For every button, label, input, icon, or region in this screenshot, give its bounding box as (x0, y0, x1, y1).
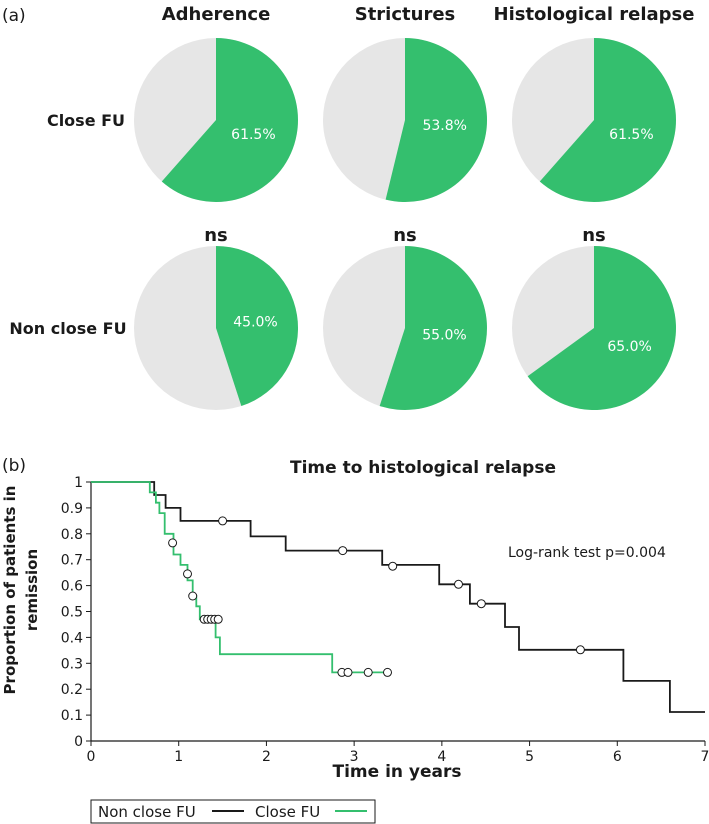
pie-close-fu-adherence-slice (161, 38, 298, 202)
pie-non-close-fu-adherence-label: 45.0% (233, 315, 277, 331)
pie-non-close-fu-histological-relapse-slice (527, 246, 676, 410)
x-tick-label-4: 4 (437, 749, 446, 765)
pie-non-close-fu-strictures-label: 55.0% (422, 327, 466, 343)
km-title: Time to histological relapse (290, 458, 556, 478)
x-tick-label-6: 6 (613, 749, 622, 765)
pie-close-fu-histological-relapse-slice (539, 38, 676, 203)
col-title-adherence: Adherence (162, 4, 271, 25)
km-censor-close-fu-9 (343, 667, 353, 677)
km-censor-non-close-fu-2 (388, 561, 398, 571)
km-censor-close-fu-7 (213, 614, 223, 624)
km-censor-non-close-fu-0 (218, 516, 228, 526)
pie-close-fu-histological-relapse-label: 61.5% (609, 127, 653, 143)
pie-charts: 61.5% 53.8% 61.5% 45.0% 55.0% 65.0% (134, 38, 676, 410)
pie-non-close-fu-adherence-slice (216, 246, 299, 406)
x-tick-label-3: 3 (350, 749, 359, 765)
y-tick-label-4: 0.4 (61, 630, 83, 646)
row-label-close-fu: Close FU (47, 111, 125, 130)
km-censor-non-close-fu-3 (454, 579, 463, 589)
km-line-close-fu (91, 481, 388, 674)
km-censor-non-close-fu-1 (338, 546, 348, 556)
x-tick-label-2: 2 (262, 749, 271, 765)
pie-close-fu-strictures-label: 53.8% (422, 118, 466, 134)
y-tick-label-1: 0.1 (61, 708, 83, 724)
col-title-histological-relapse: Histological relapse (494, 4, 695, 25)
y-tick-label-3: 0.3 (61, 656, 83, 672)
legend-label-non-close-fu: Non close FU (98, 803, 196, 821)
km-censor-close-fu-2 (188, 591, 198, 601)
km-censor-non-close-fu-5 (575, 645, 585, 655)
x-tick-label-5: 5 (525, 749, 534, 765)
pie-non-close-fu-strictures-slice (379, 246, 487, 410)
y-tick-label-2: 0.2 (61, 682, 83, 698)
x-tick-label-0: 0 (87, 749, 96, 765)
km-xlabel: Time in years (332, 762, 461, 782)
km-annotation: Log-rank test p=0.004 (508, 545, 666, 561)
y-tick-label-10: 1 (74, 475, 83, 491)
km-ylabel-line1: Proportion of patients in (1, 486, 19, 695)
legend-box (90, 799, 376, 824)
legend-label-close-fu: Close FU (255, 803, 320, 821)
km-plot: 0 1 2 3 4 5 6 7 0 0.1 0.2 0.3 0.4 0.5 0.6 0.7 0.8 0.9 1 (61, 475, 709, 765)
ns-label-histological-relapse: ns (582, 225, 606, 246)
pie-non-close-fu-histological-relapse-label: 65.0% (607, 339, 651, 355)
km-censor-close-fu-11 (383, 667, 392, 677)
ns-label-adherence: ns (204, 225, 228, 246)
y-tick-label-9: 0.9 (61, 501, 83, 517)
km-censor-non-close-fu-4 (476, 599, 486, 609)
x-tick-label-1: 1 (174, 749, 183, 765)
panel-b-label: (b) (2, 456, 26, 476)
km-line-non-close-fu (91, 481, 705, 713)
y-tick-label-0: 0 (74, 734, 83, 750)
col-title-strictures: Strictures (355, 4, 456, 25)
y-tick-label-5: 0.5 (61, 605, 83, 621)
y-tick-label-6: 0.6 (61, 579, 83, 595)
y-tick-label-8: 0.8 (61, 527, 83, 543)
km-censor-close-fu-10 (363, 667, 373, 677)
ns-label-strictures: ns (393, 225, 417, 246)
panel-a-label: (a) (2, 6, 26, 26)
km-ylabel-line2: remission (23, 549, 41, 631)
x-tick-label-7: 7 (701, 749, 709, 765)
y-tick-label-7: 0.7 (61, 553, 83, 569)
pie-close-fu-adherence-label: 61.5% (231, 127, 275, 143)
pie-close-fu-strictures-slice (385, 38, 488, 202)
km-censor-close-fu-0 (168, 538, 178, 548)
row-label-non-close-fu: Non close FU (9, 319, 126, 338)
km-censor-close-fu-1 (183, 569, 192, 579)
